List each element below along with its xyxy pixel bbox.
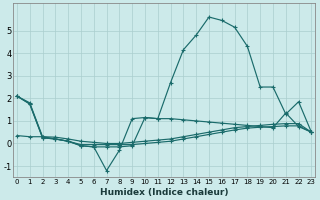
X-axis label: Humidex (Indice chaleur): Humidex (Indice chaleur): [100, 188, 228, 197]
